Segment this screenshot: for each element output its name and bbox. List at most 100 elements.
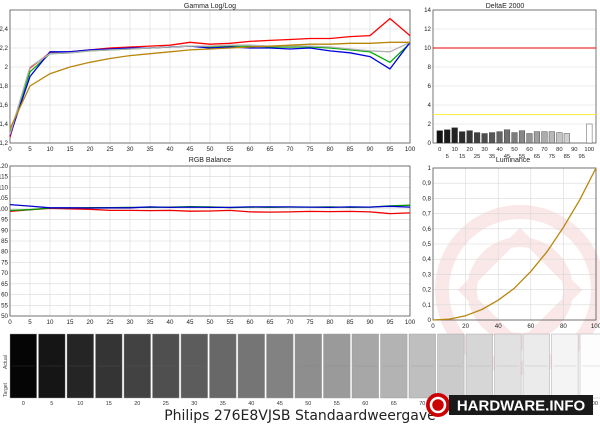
deltae-y-tick-label: 2 [428,121,432,128]
gamma-x-tick-label: 100 [405,146,416,153]
gamma-y-tick-label: 1,4 [0,121,9,128]
gamma-y-tick-label: 2,2 [0,45,9,52]
luminance-x-tick-label: 20 [462,323,469,330]
deltae-bar-15 [459,131,466,144]
deltae-grid [433,9,596,144]
deltae-x-tick-label-top: 50 [511,147,517,153]
gamma-x-tick-label: 45 [187,146,194,153]
gamma-series-line-4 [9,41,410,130]
luminance-y-tick-label: 0,1 [422,302,431,309]
gray-label-20: 20 [134,401,140,407]
rgb-y-tick-label: 115 [0,174,9,181]
deltae-x-tick-label-top: 20 [466,147,472,153]
rgb-y-tick-label: 110 [0,184,9,191]
deltae-x-tick-labels: 0 10 20 30 40 50 60 70 80 90 100 5 15 25 35 45 55 65 75 85 9… [438,147,594,160]
gray-label-60: 60 [362,401,368,407]
gamma-x-tick-label: 55 [227,146,234,153]
gamma-y-tick-label: 2 [5,64,9,71]
deltae-x-tick-label-top: 70 [541,147,547,153]
rgb-x-tick-label: 70 [287,319,294,326]
gamma-x-tick-label: 15 [67,146,74,153]
rgb-y-tick-label: 70 [1,270,8,277]
rgb-x-tick-label: 65 [267,319,274,326]
rgb-y-tick-label: 60 [1,292,8,299]
gamma-x-tick-label: 75 [307,146,314,153]
deltae-y-tick-label: 12 [424,26,431,33]
rgb-x-tick-label: 5 [28,319,32,326]
deltae-bar-40 [496,131,503,144]
deltae-x-tick-label-bottom: 85 [564,154,570,160]
rgb-x-tick-label: 85 [347,319,354,326]
luminance-x-tick-label: 0 [431,323,435,330]
rgb-y-tick-label: 55 [1,302,8,309]
gamma-y-tick-labels: 1,2 1,4 1,6 1,8 2 2,2 2,4 [0,26,9,147]
deltae-bars [436,123,593,144]
luminance-y-tick-label: 0,3 [422,271,431,278]
rgb-frame [9,165,411,317]
gamma-series-line-2 [9,41,411,136]
gamma-x-tick-label: 30 [127,146,134,153]
deltae-x-tick-label-top: 80 [556,147,562,153]
deltae-chart: DeltaE 2000 0 2 4 6 8 10 12 14 0 10 20 30 40 50 60 70 8… [424,3,597,160]
luminance-series-line-0 [432,167,597,321]
gamma-series-line-3 [9,41,411,135]
gamma-chart: Gamma Log/Log 0 5 10 15 20 25 30 35 40 45 50 55 60 65… [0,3,416,153]
luminance-y-tick-label: 0,2 [422,287,431,294]
luminance-chart: Luminance 0 20 40 60 80 100 00,10,20,30,40,50… [422,157,600,330]
gamma-x-tick-label: 25 [107,146,114,153]
deltae-y-tick-label: 10 [424,45,431,52]
gamma-x-tick-label: 50 [207,146,214,153]
rgb-y-tick-label: 85 [1,238,8,245]
luminance-y-tick-label: 1 [428,165,432,172]
rgb-x-tick-label: 40 [167,319,174,326]
deltae-x-tick-label-bottom: 65 [534,154,540,160]
rgb-x-tick-label: 35 [147,319,154,326]
luminance-y-tick-label: 0 [428,317,432,324]
luminance-y-tick-label: 0,7 [422,211,431,218]
deltae-y-tick-labels: 0 2 4 6 8 10 12 14 [424,7,431,147]
deltae-bar-30 [481,133,488,144]
rgb-y-tick-label: 65 [1,281,8,288]
rgb-x-tick-label: 10 [47,319,54,326]
deltae-bar-35 [489,132,496,144]
grayscale-strip: Actual Target 0 5 10 15 20 25 30 35 40 45 50 55 60 65… [3,333,600,407]
gamma-frame [9,9,411,144]
deltae-y-tick-label: 4 [428,102,432,109]
gray-label-65: 65 [391,401,397,407]
gamma-x-tick-label: 5 [28,146,32,153]
gamma-grid [9,10,411,144]
luminance-x-tick-label: 60 [527,323,534,330]
deltae-x-tick-label-top: 100 [584,147,594,153]
luminance-y-tick-label: 0,5 [422,241,431,248]
gray-label-0: 0 [22,401,25,407]
row-label-actual: Actual [3,355,9,369]
gamma-x-tick-label: 60 [247,146,254,153]
deltae-bar-25 [474,132,481,144]
rgb-y-tick-label: 95 [1,217,8,224]
rgb-title: RGB Balance [189,157,232,164]
gray-label-50: 50 [305,401,311,407]
rgb-x-tick-label: 90 [367,319,374,326]
deltae-bar-75 [548,131,555,144]
luminance-y-tick-label: 0,8 [422,195,431,202]
gamma-y-tick-label: 2,4 [0,26,9,33]
gray-label-30: 30 [191,401,197,407]
gamma-x-tick-label: 40 [167,146,174,153]
luminance-y-tick-label: 0,4 [422,256,431,263]
deltae-x-tick-label-bottom: 95 [579,154,585,160]
luminance-frame [432,167,597,321]
rgb-x-tick-label: 0 [8,319,12,326]
rgb-x-tick-label: 55 [227,319,234,326]
rgb-x-tick-labels: 0 5 10 15 20 25 30 35 40 45 50 55 60 65 70 75 80 85 90 95 10… [8,319,415,326]
rgb-y-tick-labels: 50 55 60 65 70 75 80 85 90 95 100 105 110 115 120 [0,163,9,320]
deltae-bar-85 [563,133,570,144]
deltae-bar-100 [586,123,593,144]
deltae-title: DeltaE 2000 [486,3,525,10]
gamma-x-tick-label: 35 [147,146,154,153]
deltae-reference-lines [433,47,596,115]
luminance-title: Luminance [496,157,530,164]
luminance-x-tick-label: 100 [591,323,600,330]
deltae-x-tick-label-bottom: 25 [474,154,480,160]
deltae-bar-45 [503,129,511,144]
rgb-x-tick-label: 100 [405,319,416,326]
